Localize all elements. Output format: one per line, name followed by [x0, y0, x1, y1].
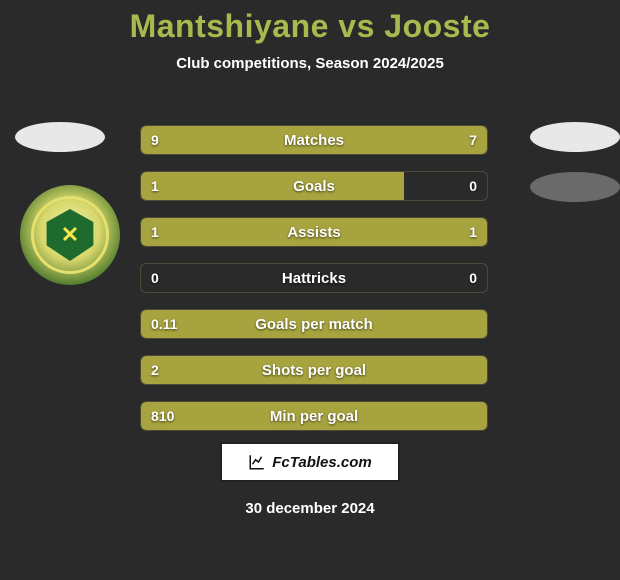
stat-label: Matches — [141, 126, 487, 154]
stat-label: Hattricks — [141, 264, 487, 292]
stats-bars-container: 97Matches 10Goals 11Assists 00Hattricks 0.11… — [140, 125, 488, 447]
stat-row: 97Matches — [140, 125, 488, 155]
stat-row: 810Min per goal — [140, 401, 488, 431]
decoration-ellipse-right-1 — [530, 122, 620, 152]
stat-row: 10Goals — [140, 171, 488, 201]
stat-label: Shots per goal — [141, 356, 487, 384]
decoration-ellipse-left — [15, 122, 105, 152]
stat-row: 2Shots per goal — [140, 355, 488, 385]
crossed-arrows-icon: ✕ — [53, 218, 87, 252]
stat-label: Goals per match — [141, 310, 487, 338]
page-title: Mantshiyane vs Jooste — [0, 0, 620, 45]
stat-row: 00Hattricks — [140, 263, 488, 293]
team-badge-left: ✕ — [20, 185, 120, 285]
stat-label: Goals — [141, 172, 487, 200]
chart-icon — [248, 453, 266, 471]
brand-label: FcTables.com — [272, 454, 371, 471]
page-subtitle: Club competitions, Season 2024/2025 — [0, 55, 620, 72]
team-crest-left: ✕ — [20, 185, 120, 285]
stat-row: 11Assists — [140, 217, 488, 247]
stat-label: Min per goal — [141, 402, 487, 430]
decoration-ellipse-right-2 — [530, 172, 620, 202]
footer-date: 30 december 2024 — [0, 500, 620, 517]
stat-row: 0.11Goals per match — [140, 309, 488, 339]
stat-label: Assists — [141, 218, 487, 246]
brand-badge[interactable]: FcTables.com — [220, 442, 400, 482]
